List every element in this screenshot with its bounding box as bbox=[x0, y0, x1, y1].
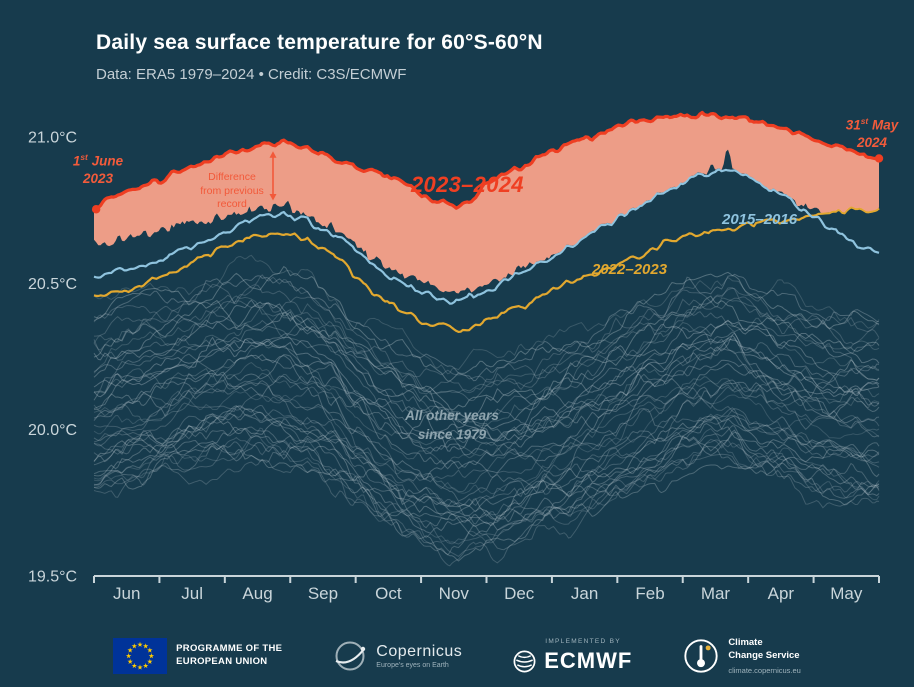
eu-programme-logo: PROGRAMME OF THE EUROPEAN UNION bbox=[113, 638, 282, 674]
footer-logos: PROGRAMME OF THE EUROPEAN UNION Copernic… bbox=[0, 637, 914, 675]
label-series-2015-2016: 2015–2016 bbox=[722, 211, 798, 228]
svg-text:19.5°C: 19.5°C bbox=[28, 569, 77, 586]
copernicus-text: Copernicus Europe's eyes on Earth bbox=[376, 643, 463, 669]
svg-text:Dec: Dec bbox=[504, 584, 535, 603]
svg-text:20.5°C: 20.5°C bbox=[28, 276, 77, 293]
c3s-text: Climate Change Service climate.copernicu… bbox=[728, 637, 801, 675]
annotation-start-date-line1: 1st June bbox=[72, 152, 124, 169]
eu-programme-text: PROGRAMME OF THE EUROPEAN UNION bbox=[176, 643, 283, 667]
annotation-end-date: 31st May 2024 bbox=[834, 116, 910, 152]
copernicus-orbit-icon bbox=[335, 641, 366, 671]
svg-text:Mar: Mar bbox=[701, 584, 731, 603]
label-series-2023-2024: 2023–2024 bbox=[411, 172, 524, 197]
annotation-difference-from-record: Difference from previous record bbox=[200, 171, 264, 211]
climate-change-service-logo: Climate Change Service climate.copernicu… bbox=[682, 637, 801, 675]
eu-flag-icon bbox=[113, 638, 168, 674]
svg-text:Jul: Jul bbox=[181, 584, 203, 603]
svg-text:Oct: Oct bbox=[375, 584, 402, 603]
label-series-2022-2023: 2022–2023 bbox=[592, 261, 668, 278]
implemented-by-text: IMPLEMENTED BY bbox=[545, 638, 621, 645]
svg-text:Feb: Feb bbox=[635, 584, 664, 603]
annotation-start-date-line2: 2023 bbox=[82, 171, 114, 187]
svg-text:20.0°C: 20.0°C bbox=[28, 422, 77, 439]
thermometer-icon bbox=[684, 639, 718, 673]
svg-text:Jan: Jan bbox=[571, 584, 598, 603]
svg-text:Nov: Nov bbox=[439, 584, 470, 603]
svg-text:21.0°C: 21.0°C bbox=[28, 130, 77, 147]
annotation-end-date-line2: 2024 bbox=[856, 135, 888, 151]
annotation-start-date: 1st June 2023 bbox=[60, 152, 136, 188]
svg-text:Apr: Apr bbox=[768, 584, 795, 603]
c3s-url: climate.copernicus.eu bbox=[728, 665, 801, 675]
annotation-end-date-line1: 31st May bbox=[845, 116, 899, 133]
label-all-other-years: All other years since 1979 bbox=[405, 408, 499, 442]
svg-text:Jun: Jun bbox=[113, 584, 140, 603]
ecmwf-logo: IMPLEMENTED BY ECMWF bbox=[512, 638, 632, 674]
svg-text:Aug: Aug bbox=[242, 584, 272, 603]
svg-text:May: May bbox=[830, 584, 863, 603]
ecmwf-globe-icon bbox=[513, 650, 536, 672]
page-title: Daily sea surface temperature for 60°S-6… bbox=[96, 31, 543, 54]
copernicus-logo: Copernicus Europe's eyes on Earth bbox=[332, 638, 462, 674]
page-subtitle: Data: ERA5 1979–2024 • Credit: C3S/ECMWF bbox=[96, 66, 407, 83]
svg-text:Sep: Sep bbox=[308, 584, 338, 603]
